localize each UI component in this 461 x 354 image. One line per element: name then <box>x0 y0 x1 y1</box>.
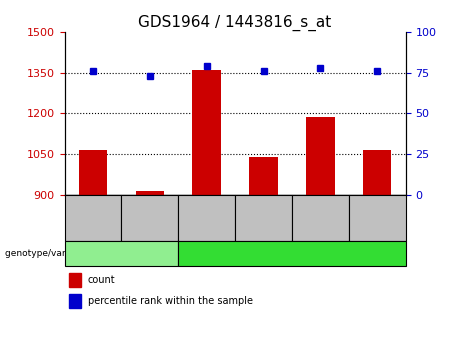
Bar <box>249 157 278 195</box>
Text: GSM101414: GSM101414 <box>316 202 325 256</box>
Text: GSM101413: GSM101413 <box>259 202 268 257</box>
Bar <box>193 70 221 195</box>
Text: percentile rank within the sample: percentile rank within the sample <box>88 296 253 306</box>
Text: melanotransferrin knockout: melanotransferrin knockout <box>225 248 360 258</box>
Text: GSM101416: GSM101416 <box>89 202 97 257</box>
Text: GSM101417: GSM101417 <box>145 202 154 257</box>
Bar <box>79 150 107 195</box>
Text: wild type: wild type <box>99 248 144 258</box>
Text: GSM101415: GSM101415 <box>373 202 382 257</box>
Bar <box>136 190 164 195</box>
Text: GSM101412: GSM101412 <box>202 202 211 256</box>
Title: GDS1964 / 1443816_s_at: GDS1964 / 1443816_s_at <box>138 14 332 30</box>
Text: genotype/variation ▶: genotype/variation ▶ <box>5 249 100 258</box>
Bar <box>363 150 391 195</box>
Text: count: count <box>88 275 115 285</box>
Bar <box>306 117 335 195</box>
